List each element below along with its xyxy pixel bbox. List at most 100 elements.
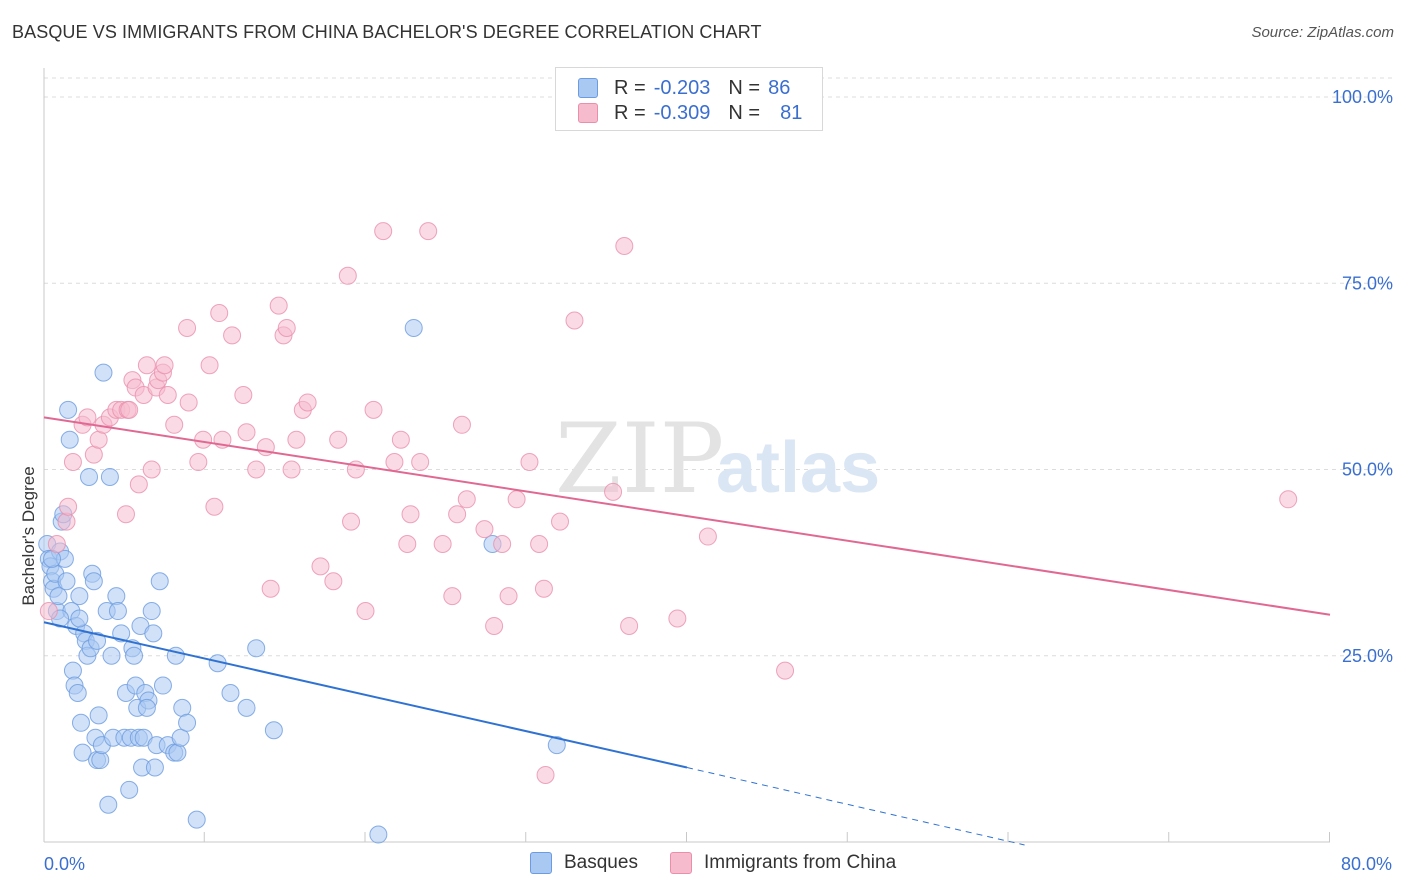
x-tick-label: 0.0% (44, 854, 85, 874)
china-point (398, 535, 417, 553)
legend-r-value: -0.309 (653, 101, 711, 124)
china-point (565, 311, 584, 330)
china-point (116, 505, 135, 524)
legend-r-label: R = (614, 101, 646, 124)
y-tick-label: 100.0% (1332, 87, 1393, 107)
china-point (374, 222, 393, 241)
axes (43, 68, 1330, 843)
china-point (234, 386, 253, 404)
basques-point (264, 721, 283, 740)
china-point (448, 505, 467, 524)
china-point (89, 430, 108, 449)
china-point (342, 512, 361, 531)
china-point (551, 512, 570, 531)
basques-point (80, 467, 99, 486)
china-point (261, 579, 280, 598)
legend-item-china[interactable]: Immigrants from China (670, 852, 896, 874)
watermark: ZIP atlas (555, 403, 880, 515)
basques-point (59, 400, 78, 419)
trend-line-basques (43, 621, 688, 769)
legend-n-label: N = (728, 76, 761, 99)
legend-item-basques[interactable]: Basques (530, 852, 638, 874)
basques-point (71, 713, 90, 732)
basques-point (91, 751, 110, 770)
china-point (1279, 490, 1298, 509)
basques-point (63, 661, 82, 680)
china-point (433, 535, 452, 553)
basques-point (173, 698, 192, 717)
basques-point (94, 363, 113, 382)
china-point (137, 356, 156, 375)
china-point (419, 222, 438, 241)
china-point (287, 430, 306, 449)
china-point (298, 393, 317, 412)
basques-point (43, 549, 62, 568)
basques-point (88, 631, 107, 650)
legend-label-china: Immigrants from China (704, 852, 897, 873)
legend-swatch-blue (578, 78, 598, 98)
china-point (39, 602, 58, 621)
china-point (475, 520, 494, 539)
china-point (485, 616, 504, 635)
basques-point (171, 728, 190, 747)
y-tick-label: 75.0% (1342, 273, 1393, 293)
china-point (356, 602, 375, 621)
china-point (269, 296, 288, 315)
basques-point (70, 587, 89, 606)
basques-point (120, 780, 139, 799)
chart-title: BASQUE VS IMMIGRANTS FROM CHINA BACHELOR… (12, 22, 762, 42)
china-point (329, 430, 348, 449)
watermark-zip: ZIP (555, 403, 724, 515)
basques-point (187, 810, 206, 829)
china-point (129, 475, 148, 494)
basques-point (57, 572, 76, 591)
legend-swatch-pink (578, 103, 598, 123)
basques-point (49, 587, 68, 606)
x-tick-label: 80.0% (1341, 854, 1392, 874)
china-point (200, 356, 219, 375)
china-point (391, 430, 410, 449)
basques-point (369, 825, 388, 844)
legend-r-label: R = (614, 76, 646, 99)
china-point (311, 557, 330, 576)
basques-point (89, 706, 108, 725)
basques-point (84, 572, 103, 591)
china-point (59, 497, 78, 516)
china-point (530, 535, 549, 553)
legend-swatch-pink (670, 852, 692, 874)
china-point (158, 386, 177, 404)
china-point (194, 430, 213, 449)
china-point (620, 616, 639, 635)
legend-r-value: -0.203 (653, 76, 711, 99)
china-point (84, 445, 103, 464)
china-point (165, 415, 184, 434)
basques-point (153, 676, 172, 695)
basques-point (99, 795, 118, 814)
china-point (223, 326, 242, 345)
china-point (324, 572, 343, 591)
china-point (78, 408, 97, 427)
basques-point (145, 758, 164, 777)
china-point (452, 415, 471, 434)
china-point (536, 765, 555, 784)
china-point (237, 423, 256, 442)
china-point (411, 453, 430, 472)
china-point (210, 304, 229, 323)
basques-point (107, 587, 126, 606)
series-legend: Basques Immigrants from China (0, 852, 1406, 878)
basques-point (60, 430, 79, 449)
legend-swatch-blue (530, 852, 552, 874)
china-point (364, 400, 383, 419)
basques-point (144, 624, 163, 643)
legend-n-value: 86 (768, 76, 791, 99)
china-point (120, 400, 139, 419)
china-point (401, 505, 420, 524)
basques-point (137, 698, 156, 717)
china-point (155, 356, 174, 375)
basques-point (112, 624, 131, 643)
legend-row-basques: R = -0.203 N = 86 (578, 76, 790, 100)
china-point (443, 587, 462, 606)
tick-labels: 25.0% 50.0% 75.0% 100.0% 0.0% 80.0% (44, 87, 1393, 874)
watermark-atlas: atlas (716, 428, 880, 508)
